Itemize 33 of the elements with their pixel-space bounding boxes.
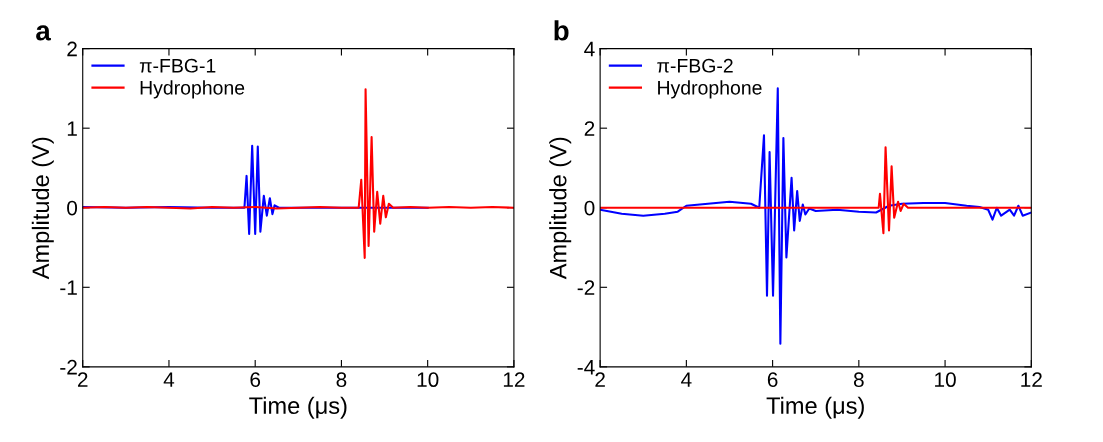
y-tick-label: 1 [67, 121, 77, 136]
chart-title: a [36, 25, 51, 41]
x-tick-label: 8 [336, 372, 347, 388]
y-tick-label: -4 [577, 360, 595, 375]
y-tick-label: 0 [67, 200, 78, 216]
x-tick-label: 2 [595, 372, 605, 387]
x-axis-title: Time (μs) [766, 396, 864, 419]
y-tick-label: 4 [584, 41, 595, 57]
x-tick-label: 12 [1021, 372, 1042, 387]
legend-label: Hydrophone [140, 80, 245, 99]
x-tick-label: 8 [853, 372, 864, 388]
y-tick-label: -1 [60, 280, 77, 295]
y-tick-label: 0 [584, 200, 595, 216]
legend-label: π-FBG-2 [657, 58, 733, 73]
x-tick-label: 10 [935, 372, 956, 388]
y-tick-label: -2 [60, 359, 77, 375]
x-axis-title: Time (μs) [249, 396, 347, 419]
y-tick-label: 2 [67, 41, 77, 57]
x-tick-label: 4 [681, 372, 692, 387]
legend-label: π-FBG-1 [139, 58, 216, 73]
y-tick-label: 2 [584, 121, 595, 136]
y-axis-title: Amplitude (V) [549, 137, 572, 280]
line-series [600, 146, 1032, 235]
legend-label: Hydrophone [658, 80, 762, 99]
y-tick-label: -2 [577, 280, 595, 295]
x-tick-label: 10 [417, 372, 439, 388]
chart-title: b [554, 20, 569, 41]
x-tick-label: 6 [250, 372, 261, 388]
y-axis-title: Amplitude (V) [31, 137, 54, 280]
x-tick-label: 4 [163, 372, 175, 387]
x-tick-label: 12 [503, 372, 525, 387]
x-tick-label: 2 [77, 372, 88, 387]
x-tick-label: 6 [767, 372, 778, 388]
